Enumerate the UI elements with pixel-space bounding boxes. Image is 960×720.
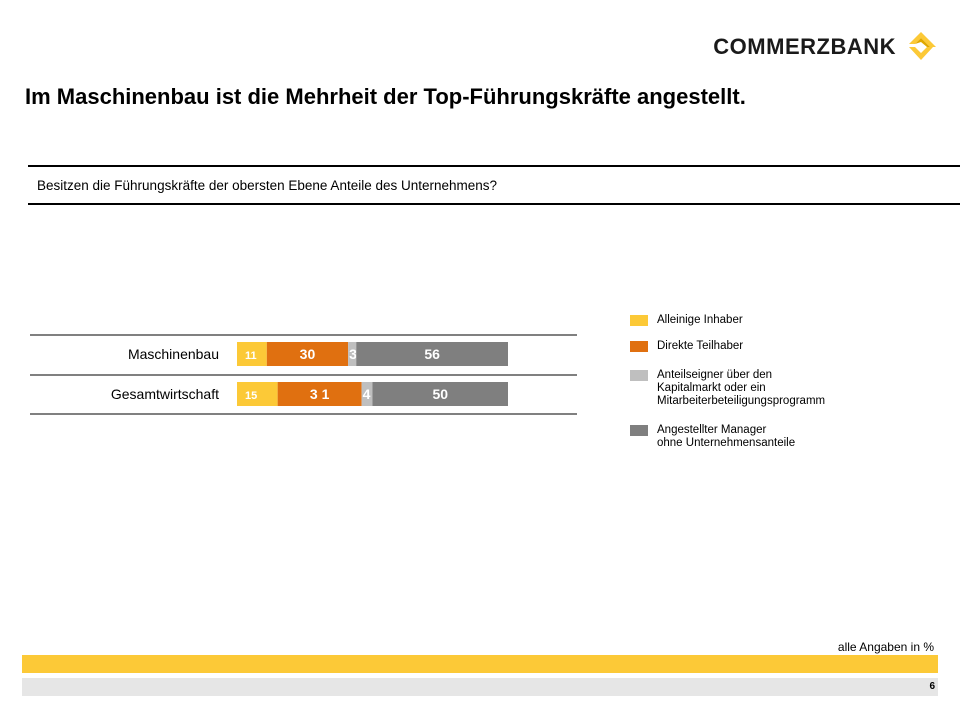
legend-swatch (630, 425, 648, 436)
data-label: 3 1 (310, 386, 330, 402)
legend-item-alleinige-inhaber: Alleinige Inhaber (630, 314, 743, 327)
page-title: Im Maschinenbau ist die Mehrheit der Top… (25, 84, 746, 109)
data-label: 11 (245, 350, 257, 362)
bar-segment (348, 342, 357, 366)
bar-segment (237, 342, 267, 366)
legend-label: Anteilseigner über den Kapitalmarkt oder… (657, 369, 826, 407)
page-number: 6 (929, 681, 935, 692)
bar-segment (237, 382, 278, 406)
data-label: 4 (363, 386, 371, 402)
data-label: 15 (245, 390, 257, 402)
legend-label: Angestellter Manager ohne Unternehmensan… (657, 424, 796, 449)
unit-note: alle Angaben in % (837, 640, 934, 654)
commerzbank-ribbon-icon (909, 32, 936, 60)
bottom-rule (28, 203, 960, 205)
bar-segment (266, 342, 349, 366)
legend-label: Direkte Teilhaber (657, 340, 744, 352)
legend-item-anteilseigner: Anteilseigner über den Kapitalmarkt oder… (630, 369, 825, 408)
legend-item-angestellter-manager: Angestellter Manager ohne Unternehmensan… (630, 424, 795, 450)
category-label: Gesamtwirtschaft (111, 386, 219, 402)
bar-segment (361, 382, 373, 406)
legend-swatch (630, 315, 648, 326)
survey-question: Besitzen die Führungskräfte der obersten… (37, 178, 498, 193)
data-label: 30 (300, 346, 316, 362)
footer-band-yellow (22, 655, 938, 673)
data-label: 56 (424, 346, 440, 362)
bar-segment (372, 382, 508, 406)
data-label: 50 (432, 386, 448, 402)
legend-swatch (630, 341, 648, 352)
commerzbank-logo: COMMERZBANK (713, 30, 938, 64)
data-label: 3 (349, 346, 357, 362)
category-label: Maschinenbau (128, 346, 219, 362)
top-rule (28, 165, 960, 167)
legend-label: Alleinige Inhaber (657, 314, 743, 326)
legend-item-direkte-teilhaber: Direkte Teilhaber (630, 340, 743, 353)
bar-segment (356, 342, 508, 366)
legend-swatch (630, 370, 648, 381)
bar-segment (277, 382, 362, 406)
footer-band-gray (22, 678, 938, 696)
brand-name: COMMERZBANK (713, 34, 896, 59)
